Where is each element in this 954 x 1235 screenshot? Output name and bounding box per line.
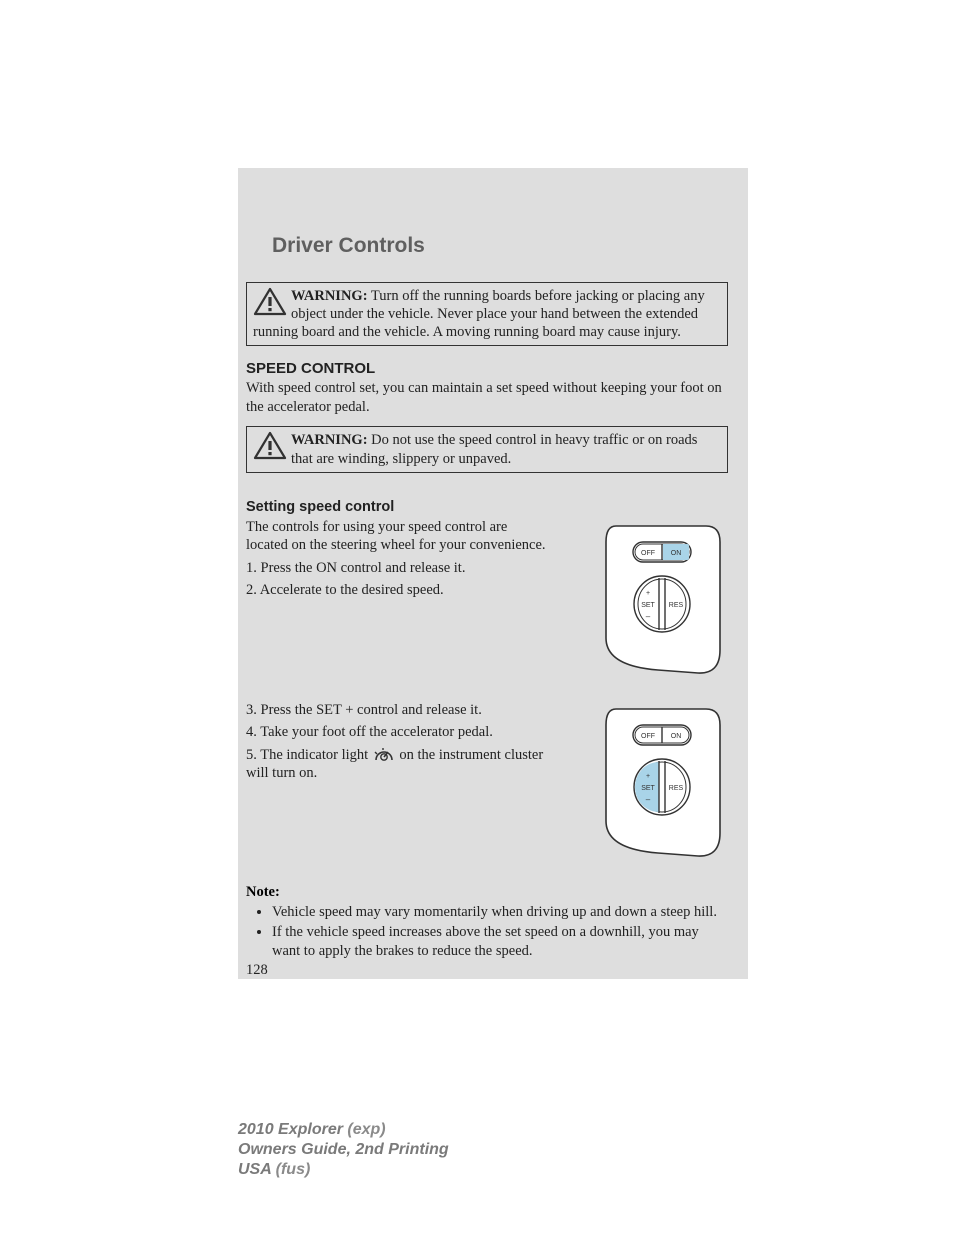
warning-box-2: WARNING: Do not use the speed control in… [246,426,728,472]
setting-heading: Setting speed control [246,499,728,515]
page-content: Driver Controls WARNING: Turn off the ru… [238,168,748,979]
svg-text:OFF: OFF [641,550,655,557]
svg-text:SET: SET [641,785,655,792]
svg-text:–: – [646,612,651,621]
svg-text:RES: RES [669,785,684,792]
step-text: The controls for using your speed contro… [246,518,546,555]
step-group-1: The controls for using your speed contro… [246,518,728,683]
svg-text:–: – [646,795,651,804]
svg-text:ON: ON [671,550,682,557]
step-text: 4. Take your foot off the accelerator pe… [246,723,546,742]
step-text: 1. Press the ON control and release it. [246,559,546,578]
svg-text:+: + [646,773,650,780]
svg-text:OFF: OFF [641,733,655,740]
section-title: Driver Controls [238,228,748,272]
step-text: 5. The indicator light on the instrument… [246,746,546,783]
svg-text:ON: ON [671,733,682,740]
warning-triangle-icon [253,431,287,461]
step-group-2: 3. Press the SET + control and release i… [246,701,728,866]
step-text: 3. Press the SET + control and release i… [246,701,546,720]
page-number: 128 [246,962,728,979]
note-item: Vehicle speed may vary momentarily when … [272,903,728,922]
svg-text:SET: SET [641,602,655,609]
control-pad-diagram-on: OFF ON + SET – RES [598,518,728,678]
svg-text:+: + [646,590,650,597]
control-pad-diagram-set: OFF ON + SET – RES [598,701,728,861]
warning-box-1: WARNING: Turn off the running boards bef… [246,282,728,346]
speed-intro: With speed control set, you can maintain… [246,379,728,416]
cruise-indicator-icon [372,747,396,763]
notes-list: Vehicle speed may vary momentarily when … [246,903,728,961]
step-text: 2. Accelerate to the desired speed. [246,581,546,600]
note-heading: Note: [246,884,728,901]
warning-label: WARNING: [291,432,368,448]
footer: 2010 Explorer (exp) Owners Guide, 2nd Pr… [238,1120,449,1180]
svg-text:RES: RES [669,602,684,609]
note-item: If the vehicle speed increases above the… [272,923,728,960]
warning-label: WARNING: [291,288,368,304]
warning-triangle-icon [253,287,287,317]
speed-control-heading: SPEED CONTROL [246,360,728,377]
